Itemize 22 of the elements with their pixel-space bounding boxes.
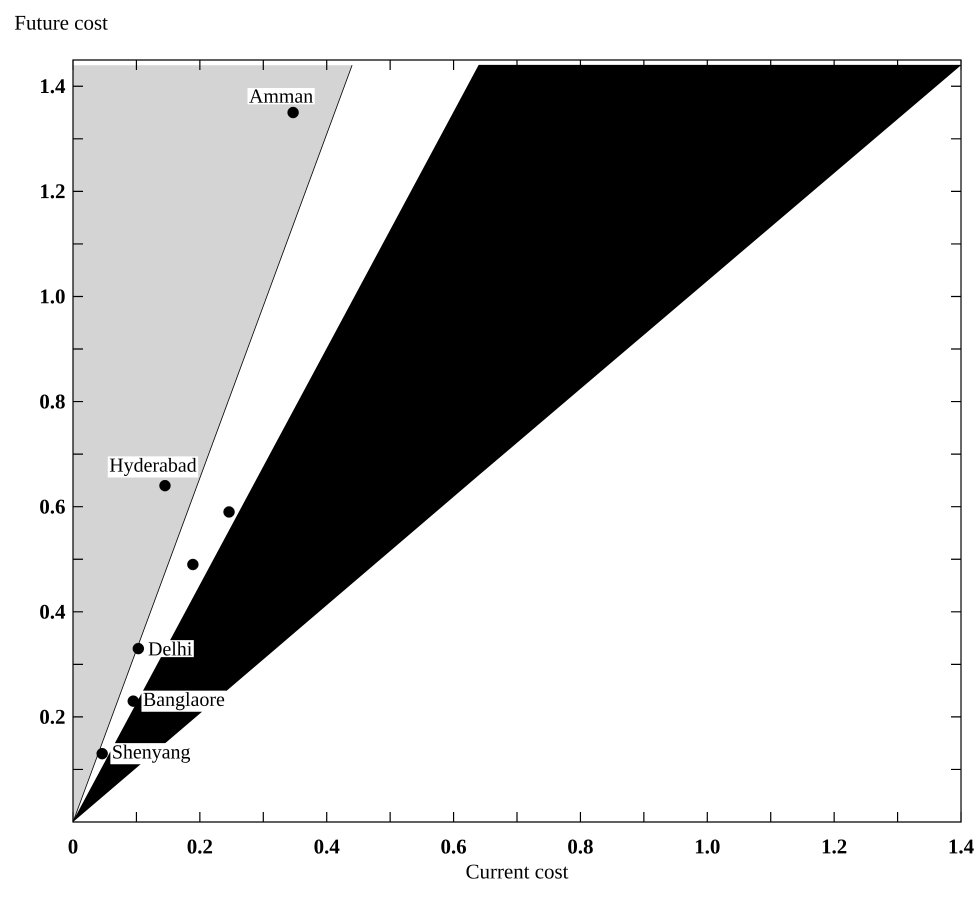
x-tick-label: 0.8 — [568, 840, 593, 854]
y-tick-label: 1.0 — [41, 289, 65, 304]
y-tick-label: 0.8 — [40, 394, 65, 409]
x-tick-label: 1.0 — [696, 840, 720, 854]
x-tick-label: 0.6 — [441, 840, 466, 854]
x-tick-label: 0 — [68, 840, 78, 854]
annotation: Banglaore — [144, 692, 224, 710]
x-tick-label: 0.4 — [314, 840, 340, 854]
x-tick-label: 1.4 — [950, 840, 974, 854]
y-axis-title: Future cost — [14, 16, 108, 30]
y-tick-label: 0.2 — [40, 710, 65, 724]
annotation: Shenyang — [113, 744, 190, 763]
y-tick-label: 1.4 — [41, 79, 66, 94]
x-axis-title: Current cost — [466, 864, 568, 879]
y-tick-label: 0.4 — [40, 604, 66, 619]
annotation: Amman — [249, 89, 313, 103]
annotation: Delhi — [148, 642, 192, 656]
y-tick-label: 0.6 — [40, 500, 65, 514]
x-tick-label: 1.2 — [822, 840, 846, 854]
annotation: Hyderabad — [110, 458, 196, 476]
y-tick-label: 1.2 — [41, 184, 65, 198]
x-tick-label: 0.2 — [188, 840, 212, 854]
